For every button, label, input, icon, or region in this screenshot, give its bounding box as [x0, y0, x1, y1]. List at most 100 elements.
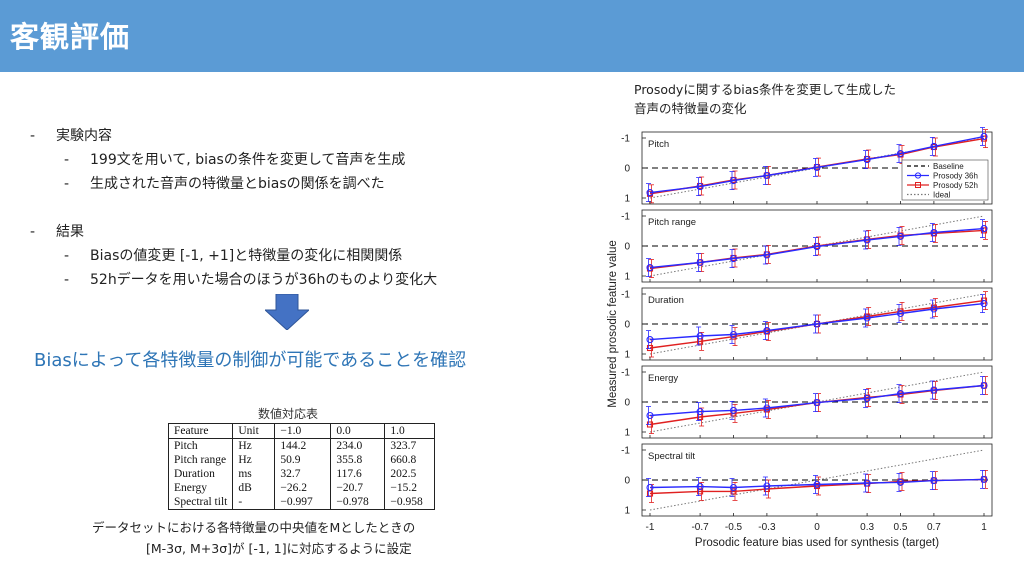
conclusion-text: Biasによって各特徴量の制御が可能であることを確認 [34, 350, 467, 371]
y-tick-label: 1 [624, 428, 630, 439]
ideal-line [649, 449, 985, 511]
table-row: Duration ms 32.7 117.6 202.5 [168, 467, 435, 481]
data-point-36h [896, 390, 905, 398]
bullet-item: - 実験内容 [30, 124, 437, 148]
panel-label: Pitch range [648, 217, 696, 228]
y-tick-label: 1 [624, 194, 630, 205]
table-cell: 355.8 [330, 453, 386, 467]
table-row: Pitch range Hz 50.9 355.8 660.8 [168, 453, 435, 467]
series-line [649, 478, 985, 489]
table-row: Pitch Hz 144.2 234.0 323.7 [168, 438, 435, 453]
table-header-cell: 0.0 [330, 423, 386, 439]
table-cell: Duration [168, 467, 234, 481]
x-tick-label: 0.3 [860, 522, 874, 533]
legend-label: Baseline [933, 162, 964, 171]
data-point-36h [896, 150, 905, 158]
panel-label: Spectral tilt [648, 451, 695, 462]
bullet-item: - 生成された音声の特徴量とbiasの関係を調べた [30, 172, 437, 196]
table-cell: ms [232, 467, 276, 481]
chart-panel: -1 0 1 Spectral tilt [621, 443, 993, 517]
bullet-dash: - [30, 128, 36, 144]
bullet-dash: - [64, 248, 70, 264]
y-tick-label: 0 [624, 242, 630, 253]
table-cell: 202.5 [390, 468, 417, 480]
data-point-36h [729, 406, 738, 414]
title-bar: 客観評価 [0, 0, 1024, 72]
data-point-36h [813, 320, 821, 328]
data-point-52h [646, 344, 654, 352]
data-point-36h [813, 163, 821, 171]
bullet-text: Biasの値変更 [-1, +1]と特徴量の変化に相関関係 [90, 248, 403, 264]
data-point-36h [896, 232, 905, 240]
x-tick-label: -1 [646, 522, 655, 533]
data-point-36h [763, 404, 771, 412]
figure-caption-line: 音声の特徴量の変化 [634, 101, 747, 116]
y-tick-label: 1 [624, 350, 630, 361]
bullet-text: 実験内容 [56, 128, 112, 144]
prosody-bias-chart: -1 0 1 Pitch -1 0 1 Pitch range -1 0 1 Duration -1 0 1… [607, 127, 993, 549]
table-cell: 32.7 [274, 467, 332, 481]
data-point-36h [696, 408, 704, 416]
panel-label: Energy [648, 373, 678, 384]
table-row: Spectral tilt - −0.997 −0.978 −0.958 [168, 495, 435, 510]
data-point-36h [980, 381, 988, 390]
x-axis-label: Prosodic feature bias used for synthesis… [695, 537, 939, 549]
data-point-36h [763, 482, 771, 490]
data-point-36h [763, 171, 771, 180]
bullet-item: - Biasの値変更 [-1, +1]と特徴量の変化に相関関係 [30, 244, 437, 268]
data-point-36h [646, 483, 654, 492]
table-header-cell: Feature [168, 423, 234, 439]
x-tick-label: -0.3 [758, 522, 776, 533]
x-tick-label: 0.5 [894, 522, 908, 533]
data-point-36h [696, 483, 704, 491]
table-header-row: Feature Unit −1.0 0.0 1.0 [168, 423, 435, 439]
figure-caption: Prosodyに関するbias条件を変更して生成した 音声の特徴量の変化 [634, 80, 896, 118]
y-axis-label: Measured prosodic feature value [607, 240, 619, 408]
page-title: 客観評価 [10, 20, 131, 54]
data-point-36h [729, 483, 738, 492]
table-cell: −26.2 [274, 481, 332, 495]
y-tick-label: -1 [621, 446, 630, 457]
footnote: データセットにおける各特徴量の中央値をMとしたときの [M-3σ, M+3σ]が… [92, 517, 415, 559]
data-point-36h [729, 330, 738, 339]
bullet-dash: - [64, 176, 70, 192]
data-point-36h [763, 251, 771, 259]
chart-panel: -1 0 1 Pitch range [621, 209, 993, 283]
table-cell: Pitch [168, 438, 234, 453]
y-tick-label: -1 [621, 368, 630, 379]
ideal-line [649, 371, 985, 433]
x-tick-label: 0.7 [927, 522, 941, 533]
bullet-list: - 実験内容 - 199文を用いて, biasの条件を変更して音声を生成 - 生成され… [30, 124, 437, 292]
table-caption: 数値対応表 [258, 407, 319, 421]
figure-caption-line: Prosodyに関するbias条件を変更して生成した [634, 82, 897, 97]
legend-box [901, 159, 989, 201]
footnote-line: [M-3σ, M+3σ]が [-1, 1]に対応するように設定 [146, 541, 412, 556]
series-line [649, 227, 985, 269]
bullet-text: 52hデータを用いた場合のほうが36hのものより変化大 [90, 272, 438, 288]
data-point-36h [896, 309, 905, 318]
data-point-36h [646, 336, 654, 344]
table-cell: 117.6 [330, 467, 386, 481]
data-point-36h [863, 314, 871, 322]
bullet-dash: - [64, 152, 70, 168]
table-cell: −0.978 [330, 495, 386, 510]
down-arrow-icon [265, 294, 309, 330]
data-point-36h [896, 478, 905, 486]
footnote-line: データセットにおける各特徴量の中央値をMとしたときの [92, 520, 416, 535]
table-cell: Hz [232, 453, 276, 467]
table-cell: - [232, 495, 276, 510]
data-point-36h [813, 243, 821, 251]
legend-marker [915, 182, 921, 188]
panel-label: Pitch [648, 139, 669, 150]
series-line [649, 135, 985, 194]
data-point-36h [863, 236, 871, 244]
table-header-cell: 1.0 [384, 423, 435, 439]
table-cell: 323.7 [390, 440, 417, 452]
data-point-52h [730, 488, 737, 495]
panel-label: Duration [648, 295, 684, 306]
table-cell: −20.7 [330, 481, 386, 495]
legend-label: Prosody 52h [933, 181, 978, 190]
data-point-36h [863, 394, 871, 402]
data-point-36h [696, 332, 704, 340]
data-point-36h [646, 189, 654, 197]
